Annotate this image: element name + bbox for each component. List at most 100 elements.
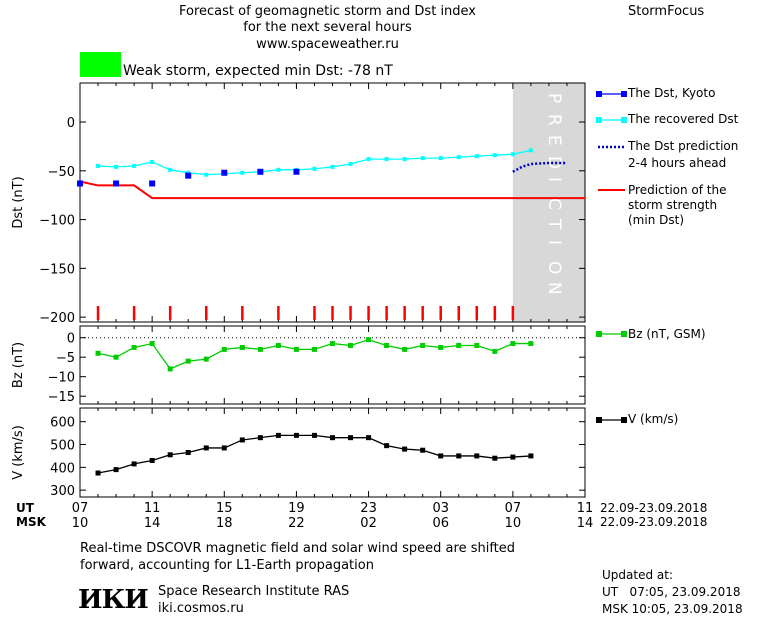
speed-point [528, 453, 534, 459]
recovered-dst-point [492, 153, 497, 158]
recovered-dst-point [528, 148, 533, 153]
storm-level-swatch [80, 52, 121, 77]
speed-point [384, 443, 390, 449]
speed-point [239, 437, 245, 443]
speed-point [510, 454, 516, 460]
speed-point [275, 432, 281, 438]
recovered-dst-point [366, 157, 371, 162]
dst-ytick-label: −150 [39, 262, 75, 277]
storm-status-text: Weak storm, expected min Dst: -78 nT [123, 63, 393, 79]
dst-ytick-label: −200 [39, 311, 75, 326]
recovered-dst-point [420, 156, 425, 161]
recovered-dst-point [312, 166, 317, 171]
msk-tick-label: 14 [577, 516, 594, 531]
kyoto-dst-point [149, 180, 156, 187]
bz-point [384, 343, 390, 348]
ut-tick-label: 03 [432, 501, 449, 516]
bz-point [185, 358, 191, 364]
prediction-label-letter: P [544, 93, 564, 103]
bz-point [167, 366, 173, 372]
ut-tick-label: 15 [216, 501, 233, 516]
bz-point [131, 344, 137, 350]
chart-title-line1: Forecast of geomagnetic storm and Dst in… [178, 4, 477, 19]
speed-point [438, 453, 444, 459]
bz-point [348, 343, 354, 348]
msk-axis-label: MSK [16, 515, 46, 529]
prediction-band [512, 83, 585, 322]
updated-ut: UT 07:05, 23.09.2018 [602, 585, 741, 599]
prediction-label-letter: C [544, 198, 564, 210]
speed-point [167, 452, 173, 458]
dst-panel-frame [79, 82, 586, 323]
bz-line [97, 338, 531, 370]
bz-point [438, 344, 444, 350]
dst-ytick-label: −100 [39, 214, 75, 229]
institute-name: Space Research Institute RAS [158, 584, 350, 599]
prediction-label-letter: I [544, 177, 564, 182]
bz-ytick-label: 0 [67, 332, 75, 347]
legend-dst-kyoto-symbol-marker [596, 91, 602, 97]
kyoto-dst-point [257, 168, 264, 175]
v-ytick-label: 600 [50, 416, 75, 431]
bz-point [492, 348, 498, 354]
speed-point [185, 450, 191, 455]
date-range-ut: 22.09-23.09.2018 [600, 501, 708, 515]
recovered-dst-point [150, 160, 155, 165]
msk-tick-label: 06 [432, 516, 449, 531]
recovered-dst-point [474, 154, 479, 159]
speed-point [366, 435, 372, 441]
bz-point [221, 346, 227, 352]
updated-msk: MSK 10:05, 23.09.2018 [602, 602, 743, 616]
bz-ytick-label: −10 [48, 371, 75, 386]
msk-tick-label: 22 [288, 516, 305, 531]
ut-tick-label: 23 [360, 501, 377, 516]
kyoto-dst-point [293, 168, 300, 175]
dst-ytick-label: 0 [67, 116, 75, 131]
bz-point [311, 346, 317, 352]
bz-ytick-label: −15 [48, 390, 75, 405]
legend-storm-line1: Prediction of the [628, 183, 727, 197]
legend-storm-line2: storm strength [628, 198, 718, 212]
recovered-dst-point [132, 163, 137, 168]
speed-point [221, 445, 227, 451]
prediction-label-letter: N [544, 282, 564, 295]
speed-point [95, 470, 101, 476]
legend-dst-prediction-line1: The Dst prediction [628, 139, 739, 153]
prediction-label-letter: R [544, 114, 564, 126]
kyoto-dst-point [221, 169, 228, 176]
speed-point [293, 432, 299, 438]
recovered-dst-point [330, 164, 335, 169]
v-ytick-label: 500 [50, 439, 75, 454]
legend-v: V (km/s) [628, 412, 679, 426]
institute-site-link[interactable]: iki.cosmos.ru [158, 601, 244, 616]
speed-point [113, 467, 119, 473]
bz-point [528, 341, 534, 347]
recovered-dst-point [96, 163, 101, 168]
bz-point [366, 337, 372, 343]
iki-logo: ИКИ [78, 585, 149, 615]
recovered-dst-point [276, 167, 281, 172]
msk-tick-label: 10 [505, 516, 522, 531]
speed-point [348, 435, 354, 441]
legend-v-symbol-marker [596, 417, 602, 423]
updated-label: Updated at: [602, 568, 673, 582]
ut-axis-label: UT [16, 501, 34, 515]
msk-tick-label: 10 [72, 516, 89, 531]
speed-point [330, 435, 335, 441]
legend-dst-recovered: The recovered Dst [628, 112, 739, 126]
recovered-dst-point [114, 164, 119, 169]
bz-point [95, 350, 101, 356]
website-link[interactable]: www.spaceweather.ru [256, 37, 399, 52]
v-panel-frame [79, 407, 586, 498]
footer-note-line1: Real-time DSCOVR magnetic field and sola… [80, 541, 516, 556]
prediction-label-letter: D [544, 156, 564, 169]
bz-point [275, 343, 281, 348]
speed-point [149, 457, 155, 463]
legend-dst-kyoto-symbol-marker [621, 91, 627, 97]
msk-tick-label: 14 [144, 516, 161, 531]
recovered-dst-line [98, 149, 532, 176]
speed-point [311, 432, 317, 438]
date-range-msk: 22.09-23.09.2018 [600, 515, 708, 529]
prediction-label-letter: E [544, 135, 564, 146]
recovered-dst-point [168, 167, 173, 172]
